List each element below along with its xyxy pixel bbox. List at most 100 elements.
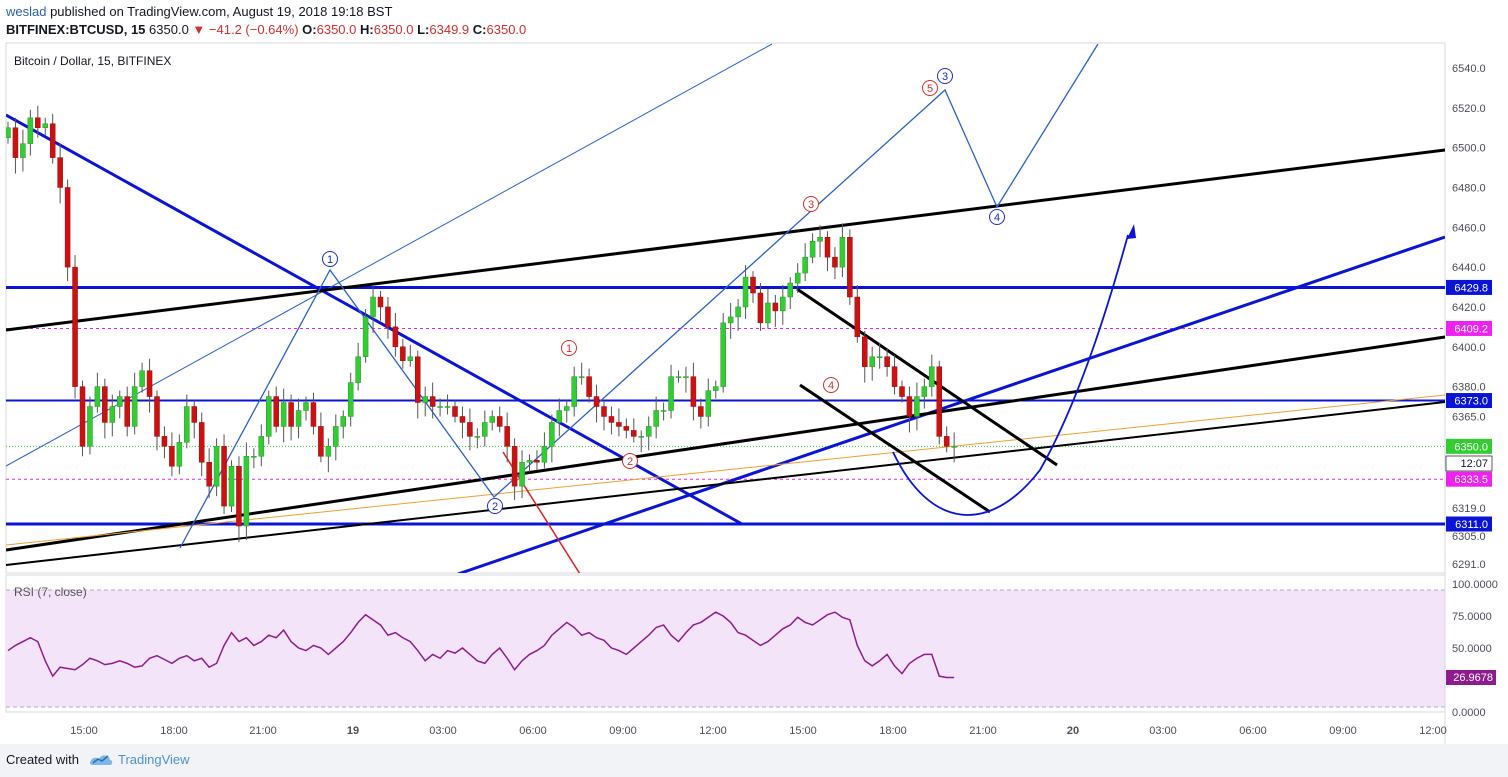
countdown-text: 12:07 <box>1460 458 1488 470</box>
candle <box>467 422 473 437</box>
wave-marker-4-red: 4 <box>823 377 839 393</box>
price-tick: 6365.0 <box>1452 411 1486 423</box>
channel-upper-line <box>796 287 1058 467</box>
publish-line: weslad published on TradingView.com, Aug… <box>6 4 392 19</box>
candle <box>645 426 652 437</box>
price-tick: 6380.0 <box>1452 382 1486 394</box>
candle <box>161 436 168 447</box>
time-tick: 15:00 <box>70 725 98 737</box>
candle <box>459 416 466 423</box>
price-tick: 6500.0 <box>1452 143 1486 155</box>
close-label: C: <box>472 22 487 37</box>
rsi-last-label: 26.9678 <box>1446 670 1496 685</box>
candle <box>742 276 749 308</box>
time-tick: 15:00 <box>789 725 817 737</box>
candle <box>869 356 875 367</box>
low-value: 6349.9 <box>429 22 470 37</box>
candle <box>437 406 443 408</box>
footer: Created with TradingView <box>0 744 1508 777</box>
time-tick: 18:00 <box>160 725 188 737</box>
candle <box>943 436 950 447</box>
price-tick: 6420.0 <box>1452 302 1486 314</box>
pane-title: Bitcoin / Dollar, 15, BITFINEX <box>14 54 171 68</box>
ascending-blue-trendline <box>457 235 1445 573</box>
price-label-box <box>1446 516 1492 532</box>
candle <box>832 256 838 268</box>
candle <box>362 316 369 357</box>
wave-marker-1-blue: 1 <box>322 251 338 267</box>
ohlc-line: BITFINEX:BTCUSD, 15 6350.0 ▼ −41.2 (−0.6… <box>6 22 526 37</box>
candle <box>347 382 354 417</box>
wave-path <box>179 43 1099 549</box>
candle <box>713 386 719 391</box>
candle <box>198 422 205 463</box>
candle <box>496 416 503 427</box>
lower-black-trendline <box>6 401 1445 566</box>
candle <box>474 436 481 438</box>
candle <box>370 296 376 318</box>
price-axis[interactable]: 6291.0 6305.0 6319.0 6333.5 6350.0 6365.0 6380… <box>1452 63 1486 571</box>
candle <box>720 322 726 387</box>
wave-marker-3-blue: 3 <box>937 68 953 84</box>
candle <box>6 127 11 138</box>
author-link[interactable]: weslad <box>6 4 47 19</box>
candle <box>668 376 674 411</box>
price-label-box <box>1446 471 1492 487</box>
wave-marker-3-red: 3 <box>803 196 819 212</box>
candle <box>549 422 555 447</box>
candle <box>564 406 570 411</box>
candle <box>124 396 130 427</box>
candle <box>340 416 346 427</box>
candle <box>333 426 339 447</box>
candle <box>146 370 153 397</box>
time-tick: 12:00 <box>699 725 727 737</box>
high-label: H: <box>360 22 374 37</box>
tradingview-link[interactable]: TradingView <box>118 752 190 767</box>
candle <box>35 117 41 128</box>
price-label-text: 6311.0 <box>1455 519 1488 531</box>
candle <box>809 240 816 258</box>
candle <box>303 402 309 411</box>
price-label-text: 6333.5 <box>1454 474 1488 486</box>
close-value: 6350.0 <box>486 22 527 37</box>
svg-text:4: 4 <box>994 212 1000 224</box>
candle <box>169 446 175 467</box>
low-label: L: <box>417 22 430 37</box>
time-tick: 03:00 <box>429 725 457 737</box>
svg-text:2: 2 <box>492 501 498 513</box>
time-tick: 18:00 <box>879 725 907 737</box>
candle <box>64 187 71 268</box>
wave-marker-1-red: 1 <box>561 340 577 356</box>
candle <box>407 356 414 361</box>
candle <box>757 292 764 324</box>
price-change: ▼ −41.2 (−0.64%) <box>192 22 299 37</box>
candle <box>184 406 190 443</box>
price-label-box <box>1446 320 1492 336</box>
candle <box>12 127 19 158</box>
price-labels: 6429.8 6409.2 6373.0 6350.0 6333.5 6311.0 <box>1446 279 1492 532</box>
tradingview-logo-icon[interactable] <box>88 750 114 768</box>
open-value: 6350.0 <box>316 22 357 37</box>
time-axis[interactable]: 15:00 18:00 21:00 19 03:00 06:00 09:00 12:00 15:… <box>70 725 1447 737</box>
candle <box>139 370 145 387</box>
candle <box>862 336 868 367</box>
candle <box>787 282 793 298</box>
candle <box>824 237 831 258</box>
candle <box>310 402 317 427</box>
candle <box>191 406 197 423</box>
candles[interactable] <box>6 105 957 542</box>
wave-marker-5-red: 5 <box>922 80 938 96</box>
price-chart[interactable]: Bitcoin / Dollar, 15, BITFINEX RSI (7, c… <box>0 0 1508 744</box>
candle <box>482 422 488 437</box>
candle <box>87 406 93 447</box>
price-label-box <box>1446 438 1492 454</box>
candle <box>854 296 861 338</box>
time-tick: 21:00 <box>969 725 997 737</box>
projection-curve <box>892 234 1129 516</box>
price-label-text: 6409.2 <box>1454 323 1488 335</box>
high-value: 6350.0 <box>373 22 414 37</box>
candle <box>42 123 48 128</box>
candle <box>49 123 56 158</box>
projection-arrowhead <box>1127 224 1136 239</box>
candle <box>519 462 525 487</box>
